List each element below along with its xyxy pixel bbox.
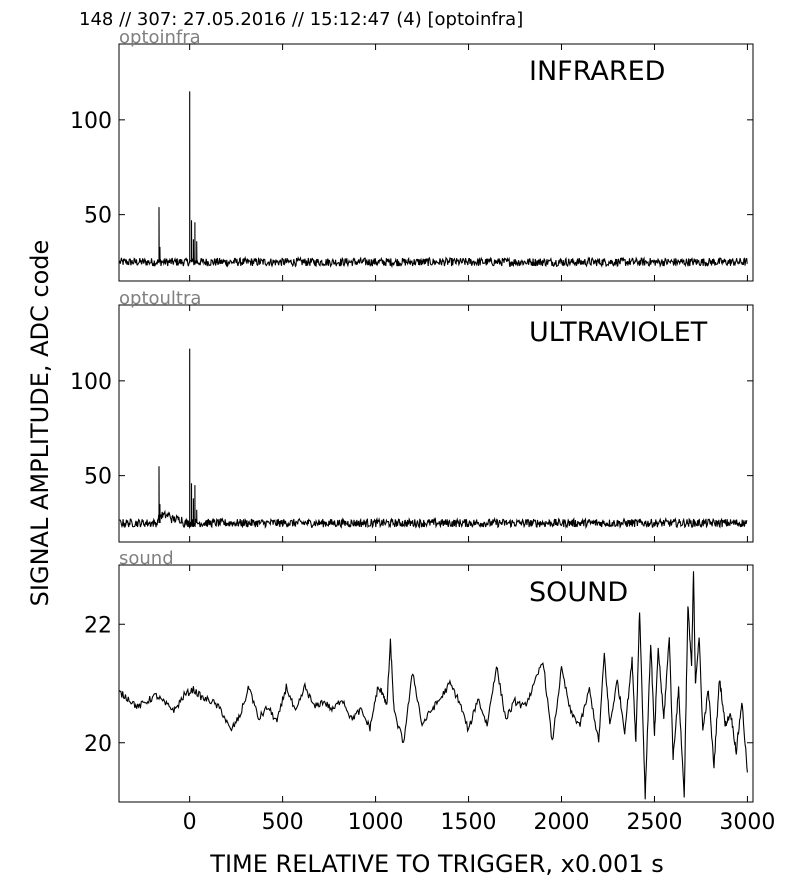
x-tick-label: 500 xyxy=(262,810,304,835)
y-tick-label: 100 xyxy=(70,370,112,395)
panel-tag-label: optoultra xyxy=(119,288,201,309)
panel-frame xyxy=(118,304,754,543)
panel-optoinfra: 50 100 optoinfra INFRARED xyxy=(70,27,754,282)
header-text: 148 // 307: 27.05.2016 // 15:12:47 (4) [… xyxy=(79,9,523,30)
series-line-sound xyxy=(119,571,748,800)
y-tick-label: 22 xyxy=(84,613,112,638)
y-tick-label: 100 xyxy=(70,109,112,134)
x-tick-label: 1000 xyxy=(348,810,404,835)
y-tick-label: 50 xyxy=(84,204,112,229)
panel-title: ULTRAVIOLET xyxy=(529,317,708,348)
panel-tag-label: sound xyxy=(119,548,174,569)
series-line-optoultra xyxy=(119,348,748,530)
panels-group: 50 100 optoinfra INFRARED 50 100 optoultra ULTR… xyxy=(70,27,775,835)
panel-frame xyxy=(118,43,754,282)
panel-frame xyxy=(118,564,754,803)
y-axis-label: SIGNAL AMPLITUDE, ADC code xyxy=(26,240,54,607)
x-tick-label: 1500 xyxy=(441,810,497,835)
x-tick-label: 2000 xyxy=(533,810,589,835)
y-tick-label: 50 xyxy=(84,465,112,490)
x-tick-label: 0 xyxy=(183,810,197,835)
y-tick-label: 20 xyxy=(84,732,112,757)
panel-sound: 0 500 1000 1500 2000 2500 3000 20 22 sound SOUND xyxy=(84,548,775,835)
series-line-optoinfra xyxy=(119,91,748,269)
x-axis-label: TIME RELATIVE TO TRIGGER, x0.001 s xyxy=(209,850,663,878)
x-tick-label: 2500 xyxy=(626,810,682,835)
panel-title: SOUND xyxy=(529,577,628,608)
x-tick-label: 3000 xyxy=(719,810,775,835)
panel-tag-label: optoinfra xyxy=(119,27,201,48)
panel-optoultra: 50 100 optoultra ULTRAVIOLET xyxy=(70,288,754,543)
panel-title: INFRARED xyxy=(529,56,665,87)
